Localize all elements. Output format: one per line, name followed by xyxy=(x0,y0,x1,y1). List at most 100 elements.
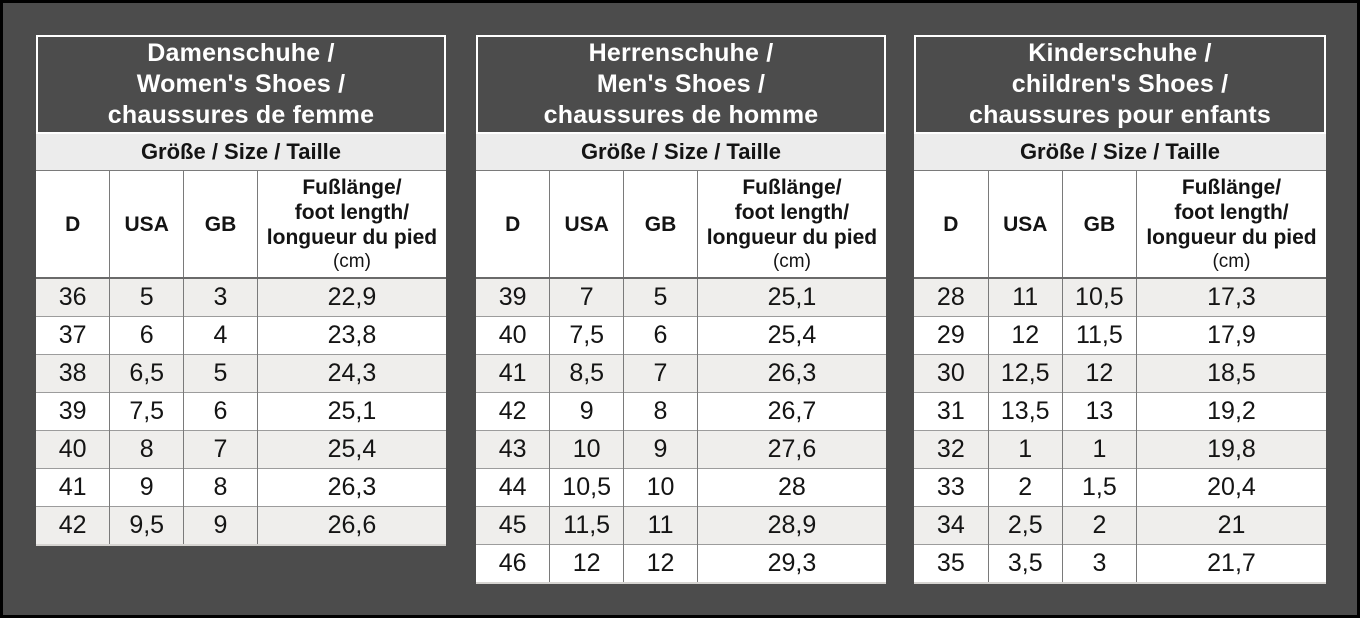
size-cell: 46 xyxy=(476,544,550,583)
table-row: 46 12 12 29,3 xyxy=(476,544,886,583)
col-header-usa: USA xyxy=(109,171,184,279)
foot-length-unit: (cm) xyxy=(772,251,811,272)
size-cell: 39 xyxy=(498,283,527,311)
size-cell: 12 xyxy=(1061,354,1137,393)
size-cell: 11 xyxy=(623,506,698,545)
table-row: 36 5 3 22,9 xyxy=(36,278,446,317)
size-cell: 12 xyxy=(549,544,624,583)
size-cell: 3 xyxy=(183,278,258,317)
size-cell: 42 xyxy=(36,506,110,545)
size-cell: 28 xyxy=(936,283,965,311)
title-line: chaussures pour enfants xyxy=(969,101,1271,129)
table-row: 34 2,5 2 21 xyxy=(914,506,1326,545)
size-cell: 28,9 xyxy=(696,506,886,545)
size-cell: 25,1 xyxy=(696,278,886,317)
col-header-gb: GB xyxy=(1061,171,1137,279)
size-cell: 27,6 xyxy=(696,430,886,469)
table-row: 30 12,5 12 18,5 xyxy=(914,354,1326,393)
size-cell: 29,3 xyxy=(696,544,886,583)
size-cell: 31 xyxy=(914,392,989,431)
size-cell: 5 xyxy=(183,354,258,393)
size-cell: 13,5 xyxy=(987,392,1063,431)
col-header-d: D xyxy=(476,171,550,279)
size-cell: 2 xyxy=(987,468,1063,507)
table-row: 41 8,5 7 26,3 xyxy=(476,354,886,393)
size-cell: 11 xyxy=(987,278,1063,317)
size-cell: 6,5 xyxy=(109,354,184,393)
size-cell: 20,4 xyxy=(1135,468,1326,507)
size-subheader: Größe / Size / Taille xyxy=(476,134,886,171)
size-cell: 3,5 xyxy=(987,544,1063,583)
size-cell: 13 xyxy=(1061,392,1137,431)
size-cell: 6 xyxy=(183,392,258,431)
children-table-title: Kinderschuhe / children's Shoes / chauss… xyxy=(914,35,1326,134)
size-cell: 40 xyxy=(36,430,110,469)
table-row: 38 6,5 5 24,3 xyxy=(36,354,446,393)
title-line: Damenschuhe / xyxy=(147,39,335,67)
size-cell: 12,5 xyxy=(987,354,1063,393)
size-cell: 4 xyxy=(183,316,258,355)
table-row: 35 3,5 3 21,7 xyxy=(914,544,1326,583)
table-row: 37 6 4 23,8 xyxy=(36,316,446,355)
size-cell: 6 xyxy=(623,316,698,355)
title-line: Men's Shoes / xyxy=(596,70,766,98)
size-cell: 37 xyxy=(36,316,110,355)
size-cell: 45 xyxy=(476,506,550,545)
size-cell: 21 xyxy=(1135,506,1326,545)
table-row: 43 10 9 27,6 xyxy=(476,430,886,469)
column-header-row: D USA GB Fußlänge/ foot length/ longueur… xyxy=(36,171,446,279)
size-cell: 19,2 xyxy=(1135,392,1326,431)
size-cell: 2,5 xyxy=(987,506,1063,545)
men-table-title: Herrenschuhe / Men's Shoes / chaussures … xyxy=(476,35,886,134)
size-cell: 11,5 xyxy=(1061,316,1137,355)
size-cell: 3 xyxy=(1061,544,1137,583)
size-cell: 21,7 xyxy=(1135,544,1326,583)
size-cell: 25,1 xyxy=(256,392,446,431)
size-cell: 12 xyxy=(987,316,1063,355)
size-cell: 10 xyxy=(549,430,624,469)
size-cell: 9 xyxy=(109,468,184,507)
size-cell: 5 xyxy=(109,278,184,317)
foot-length-label: foot length/ xyxy=(1174,201,1289,224)
size-cell: 42 xyxy=(476,392,550,431)
size-cell: 9 xyxy=(183,506,258,545)
foot-length-label: foot length/ xyxy=(294,201,410,224)
size-cell: 34 xyxy=(914,506,989,545)
size-cell: 26,3 xyxy=(256,468,446,507)
size-cell: 8 xyxy=(109,430,184,469)
size-cell: 22,9 xyxy=(256,278,446,317)
table-row: 40 7,5 6 25,4 xyxy=(476,316,886,355)
foot-length-label: Fußlänge/ xyxy=(1181,176,1282,199)
title-line: Women's Shoes / xyxy=(136,70,346,98)
size-cell: 1,5 xyxy=(1061,468,1137,507)
size-cell: 12 xyxy=(623,544,698,583)
foot-length-label: longueur du pied xyxy=(1146,226,1317,249)
size-cell: 6 xyxy=(109,316,184,355)
size-cell: 33 xyxy=(914,468,989,507)
table-row: 41 9 8 26,3 xyxy=(36,468,446,507)
table-row: 44 10,5 10 28 xyxy=(476,468,886,507)
size-cell: 39 xyxy=(36,392,110,431)
col-header-gb: GB xyxy=(183,171,258,279)
men-shoes-table: Herrenschuhe / Men's Shoes / chaussures … xyxy=(476,35,886,584)
size-cell: 44 xyxy=(476,468,550,507)
col-header-foot-length: Fußlänge/ foot length/ longueur du pied … xyxy=(1135,171,1326,279)
foot-length-unit: (cm) xyxy=(332,251,371,272)
children-shoes-table: Kinderschuhe / children's Shoes / chauss… xyxy=(914,35,1326,584)
size-cell: 32 xyxy=(914,430,989,469)
foot-length-label: Fußlänge/ xyxy=(742,176,842,199)
table-row: 45 11,5 11 28,9 xyxy=(476,506,886,545)
size-cell: 9 xyxy=(549,392,624,431)
size-cell: 8 xyxy=(623,392,698,431)
title-line: Herrenschuhe / xyxy=(588,39,774,67)
col-header-d: D xyxy=(36,171,110,279)
col-header-gb: GB xyxy=(623,171,698,279)
size-cell: 9 xyxy=(623,430,698,469)
foot-length-unit: (cm) xyxy=(1212,251,1251,272)
size-cell: 38 xyxy=(36,354,110,393)
size-cell: 11,5 xyxy=(549,506,624,545)
table-row: 40 8 7 25,4 xyxy=(36,430,446,469)
size-cell: 9,5 xyxy=(109,506,184,545)
size-cell: 18,5 xyxy=(1135,354,1326,393)
size-cell: 10 xyxy=(623,468,698,507)
